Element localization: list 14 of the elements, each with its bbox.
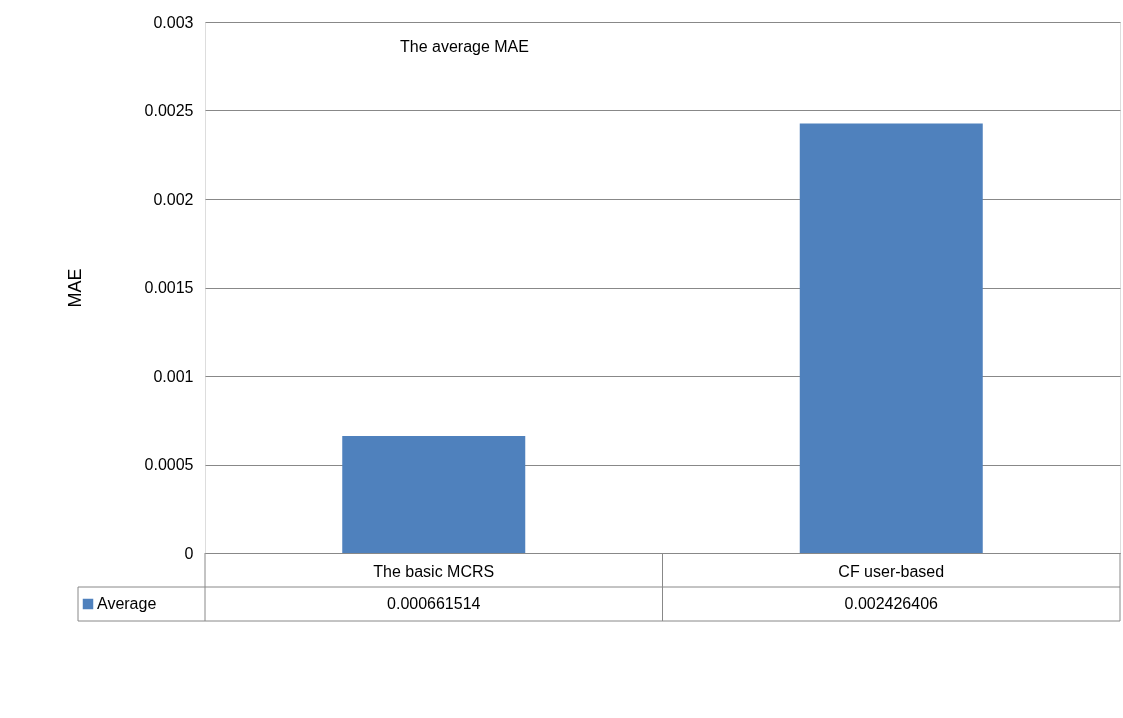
y-tick-label: 0.001 <box>153 367 194 385</box>
y-tick-label: 0.002 <box>153 190 194 208</box>
y-tick-label: 0.0015 <box>144 279 194 296</box>
data-label: 0.002426406 <box>844 595 939 612</box>
x-tick-label: CF user-based <box>838 562 945 580</box>
y-tick-label: 0 <box>184 544 194 562</box>
x-tick-label: The basic MCRS <box>373 562 495 580</box>
legend-label: Average <box>97 595 157 612</box>
data-label: 0.000661514 <box>387 595 481 612</box>
y-tick-label: 0.0025 <box>144 102 194 119</box>
y-axis-title: MAE <box>64 268 85 308</box>
y-tick-label: 0.0005 <box>144 456 194 473</box>
text: The average MAE <box>400 38 529 55</box>
y-tick-label: 0.003 <box>153 13 194 31</box>
